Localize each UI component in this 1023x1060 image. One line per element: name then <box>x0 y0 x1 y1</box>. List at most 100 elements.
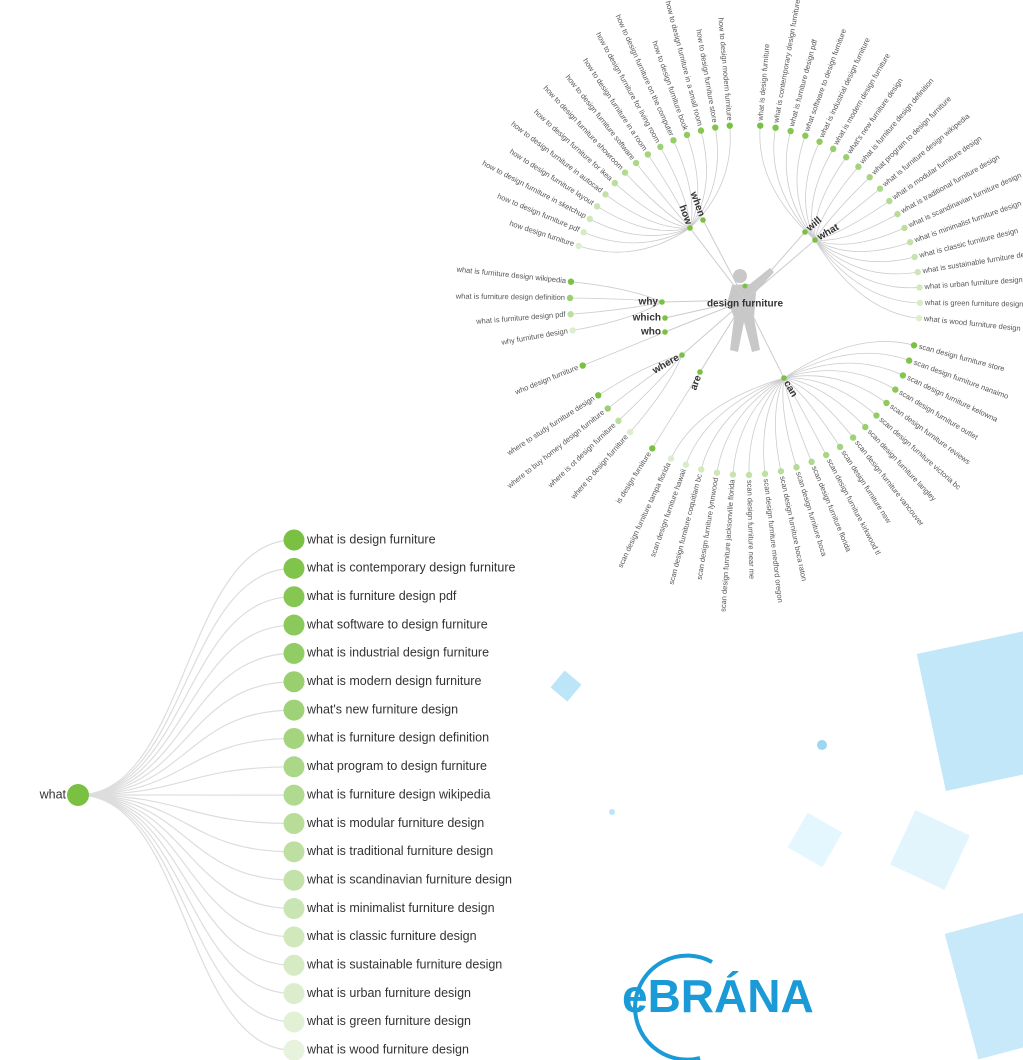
leaf-link <box>597 206 690 230</box>
tree-leaf-node <box>284 926 305 947</box>
tree-leaf-label: what is classic furniture design <box>306 929 477 943</box>
leaf-node <box>568 279 574 285</box>
tree-leaf-node <box>284 530 305 551</box>
group-node <box>679 352 685 358</box>
tree-leaf-label: what is scandinavian furniture design <box>306 872 512 886</box>
tree-leaf-node <box>284 586 305 607</box>
leaf-node <box>627 429 633 435</box>
leaf-node <box>594 203 600 209</box>
leaf-link <box>717 378 784 473</box>
tree-leaf-label: what is furniture design definition <box>306 731 489 745</box>
leaf-node <box>698 127 704 133</box>
tree-leaf-label: what is minimalist furniture design <box>306 901 495 915</box>
tree-link <box>78 597 294 795</box>
leaf-node <box>886 198 892 204</box>
tree-leaf-node <box>284 813 305 834</box>
leaf-link <box>606 194 690 228</box>
leaf-node <box>575 243 581 249</box>
tree-leaf-node <box>284 983 305 1004</box>
leaf-link <box>579 228 690 252</box>
center-node <box>743 284 748 289</box>
tree-link <box>78 710 294 795</box>
leaf-link <box>625 173 690 228</box>
leaf-label: why furniture design <box>500 326 569 347</box>
group-node <box>781 375 787 381</box>
logo-text: eBRÁNA <box>622 970 814 1022</box>
center-link <box>703 220 745 300</box>
leaf-node <box>567 311 573 317</box>
leaf-node <box>830 146 836 152</box>
leaf-label: what is green furniture design <box>924 298 1023 309</box>
leaf-node <box>612 180 618 186</box>
leaf-node <box>916 284 922 290</box>
center-link <box>690 228 745 300</box>
center-link <box>745 232 805 300</box>
leaf-label: who design furniture <box>513 363 580 397</box>
leaf-label: scan design furniture jacksonville flori… <box>718 478 736 612</box>
leaf-label: what is urban furniture design <box>923 275 1023 291</box>
tree-leaf-node <box>284 728 305 749</box>
tree-leaf-node <box>284 785 305 806</box>
group-label: which <box>632 313 661 324</box>
tree-link <box>78 625 294 795</box>
leaf-node <box>772 124 778 130</box>
leaf-node <box>823 452 829 458</box>
leaf-node <box>877 185 883 191</box>
leaf-node <box>917 300 923 306</box>
leaf-node <box>778 468 784 474</box>
leaf-node <box>915 269 921 275</box>
leaf-node <box>670 137 676 143</box>
leaf-link <box>784 353 909 378</box>
keyword-tree: what is design furniturewhat is contempo… <box>39 530 516 1060</box>
deco-square <box>551 671 582 702</box>
leaf-node <box>567 295 573 301</box>
group-node <box>662 329 668 335</box>
leaf-label: scan design furniture medford oregon <box>762 478 785 603</box>
leaf-label: scan design furniture near me <box>745 480 756 579</box>
tree-leaf-label: what is wood furniture design <box>306 1043 469 1057</box>
leaf-node <box>698 466 704 472</box>
tree-leaf-node <box>284 898 305 919</box>
leaf-node <box>580 229 586 235</box>
tree-link <box>78 653 294 795</box>
tree-link <box>78 540 294 795</box>
tree-link <box>78 795 294 994</box>
leaf-node <box>862 424 868 430</box>
deco-dot <box>817 740 827 750</box>
tree-root-label: what <box>39 787 67 801</box>
deco-square <box>890 810 970 890</box>
leaf-node <box>645 151 651 157</box>
leaf-node <box>580 362 586 368</box>
tree-leaf-node <box>284 558 305 579</box>
group-label: how <box>676 204 693 227</box>
tree-leaf-node <box>284 615 305 636</box>
tree-link <box>78 795 294 909</box>
logo: eBRÁNA <box>622 956 814 1060</box>
group-node <box>697 369 703 375</box>
leaf-node <box>907 239 913 245</box>
center-label: design furniture <box>707 299 784 310</box>
group-node <box>812 237 818 243</box>
tree-leaf-label: what is furniture design pdf <box>306 589 457 603</box>
tree-leaf-label: what is furniture design wikipedia <box>306 787 490 801</box>
tree-link <box>78 795 294 1050</box>
group-label: are <box>688 374 704 392</box>
leaf-node <box>683 462 689 468</box>
group-node <box>700 217 706 223</box>
leaf-node <box>746 472 752 478</box>
tree-leaf-label: what is sustainable furniture design <box>306 958 502 972</box>
leaf-node <box>668 455 674 461</box>
deco-square <box>788 813 843 868</box>
leaf-node <box>892 386 898 392</box>
leaf-node <box>793 464 799 470</box>
tree-leaf-node <box>284 700 305 721</box>
leaf-node <box>605 405 611 411</box>
deco-square <box>945 911 1023 1060</box>
tree-link <box>78 795 294 937</box>
leaf-node <box>649 445 655 451</box>
leaf-node <box>866 174 872 180</box>
tree-link <box>78 568 294 795</box>
leaf-label: what is wood furniture design <box>923 314 1022 333</box>
